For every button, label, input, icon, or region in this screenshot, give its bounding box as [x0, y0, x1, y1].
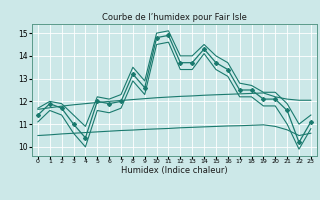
Title: Courbe de l’humidex pour Fair Isle: Courbe de l’humidex pour Fair Isle — [102, 13, 247, 22]
X-axis label: Humidex (Indice chaleur): Humidex (Indice chaleur) — [121, 166, 228, 175]
